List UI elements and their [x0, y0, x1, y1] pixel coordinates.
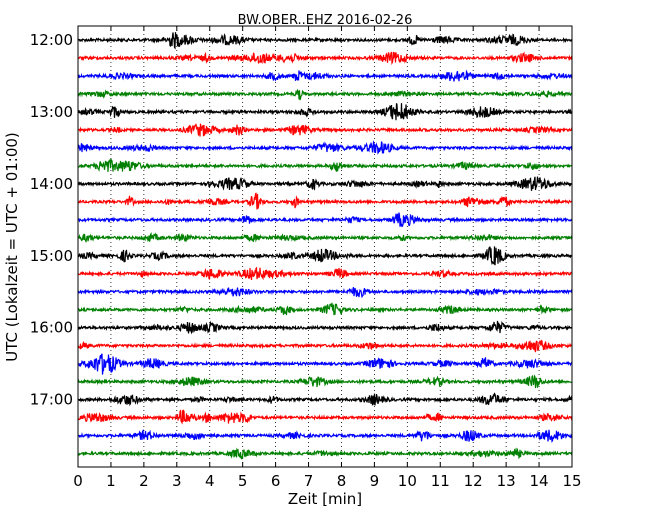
- x-tick-label-6: 6: [271, 472, 281, 490]
- chart-title: BW.OBER..EHZ 2016-02-26: [238, 13, 413, 28]
- plot-frame: [77, 25, 573, 468]
- x-tick-label-2: 2: [139, 472, 149, 490]
- x-tick-label-3: 3: [172, 472, 182, 490]
- x-tick-label-10: 10: [398, 472, 417, 490]
- x-tick-label-7: 7: [304, 472, 314, 490]
- y-axis-ticks: 12:00 13:00 14:00 15:00 16:00 17:00: [30, 31, 572, 409]
- trace-1715: [77, 409, 573, 425]
- trace-1500: [77, 246, 573, 266]
- seismic-traces: [77, 32, 573, 460]
- trace-1430: [77, 212, 573, 228]
- trace-1530: [77, 286, 573, 299]
- trace-1515: [77, 266, 573, 281]
- y-tick-label-16:00: 16:00: [30, 319, 73, 337]
- trace-1300: [77, 103, 573, 121]
- x-tick-label-1: 1: [106, 472, 116, 490]
- trace-1745: [77, 447, 573, 460]
- y-axis-label: UTC (Lokalzeit = UTC + 01:00): [3, 132, 21, 362]
- trace-1700: [77, 392, 573, 407]
- trace-1730: [77, 429, 573, 443]
- y-tick-label-14:00: 14:00: [30, 175, 73, 193]
- trace-1630: [77, 353, 573, 375]
- x-tick-label-11: 11: [431, 472, 450, 490]
- trace-1415: [77, 192, 573, 210]
- x-axis-label: Zeit [min]: [288, 490, 362, 508]
- trace-1245: [77, 89, 573, 101]
- trace-1230: [77, 69, 573, 82]
- trace-1215: [77, 51, 573, 66]
- y-tick-label-15:00: 15:00: [30, 247, 73, 265]
- grid-lines: [110, 26, 540, 467]
- trace-1545: [77, 302, 573, 316]
- trace-1400: [77, 176, 573, 191]
- trace-1330: [77, 140, 573, 155]
- x-tick-label-9: 9: [370, 472, 380, 490]
- trace-1345: [77, 158, 573, 173]
- trace-1315: [77, 123, 573, 137]
- x-tick-label-13: 13: [497, 472, 516, 490]
- y-tick-label-13:00: 13:00: [30, 103, 73, 121]
- x-tick-label-12: 12: [464, 472, 483, 490]
- x-tick-label-14: 14: [530, 472, 549, 490]
- x-axis-ticks: 0 1 2 3 4 5 6 7 8 9 10 11 12 13 14 15: [73, 26, 582, 490]
- trace-1645: [77, 374, 573, 389]
- trace-1615: [77, 339, 573, 353]
- x-tick-label-15: 15: [562, 472, 581, 490]
- x-tick-label-0: 0: [73, 472, 83, 490]
- trace-1200: [77, 32, 573, 50]
- x-tick-label-4: 4: [205, 472, 215, 490]
- x-tick-label-8: 8: [337, 472, 347, 490]
- y-tick-label-12:00: 12:00: [30, 31, 73, 49]
- trace-1445: [77, 232, 573, 244]
- trace-1600: [77, 320, 573, 335]
- x-tick-label-5: 5: [238, 472, 248, 490]
- y-tick-label-17:00: 17:00: [30, 391, 73, 409]
